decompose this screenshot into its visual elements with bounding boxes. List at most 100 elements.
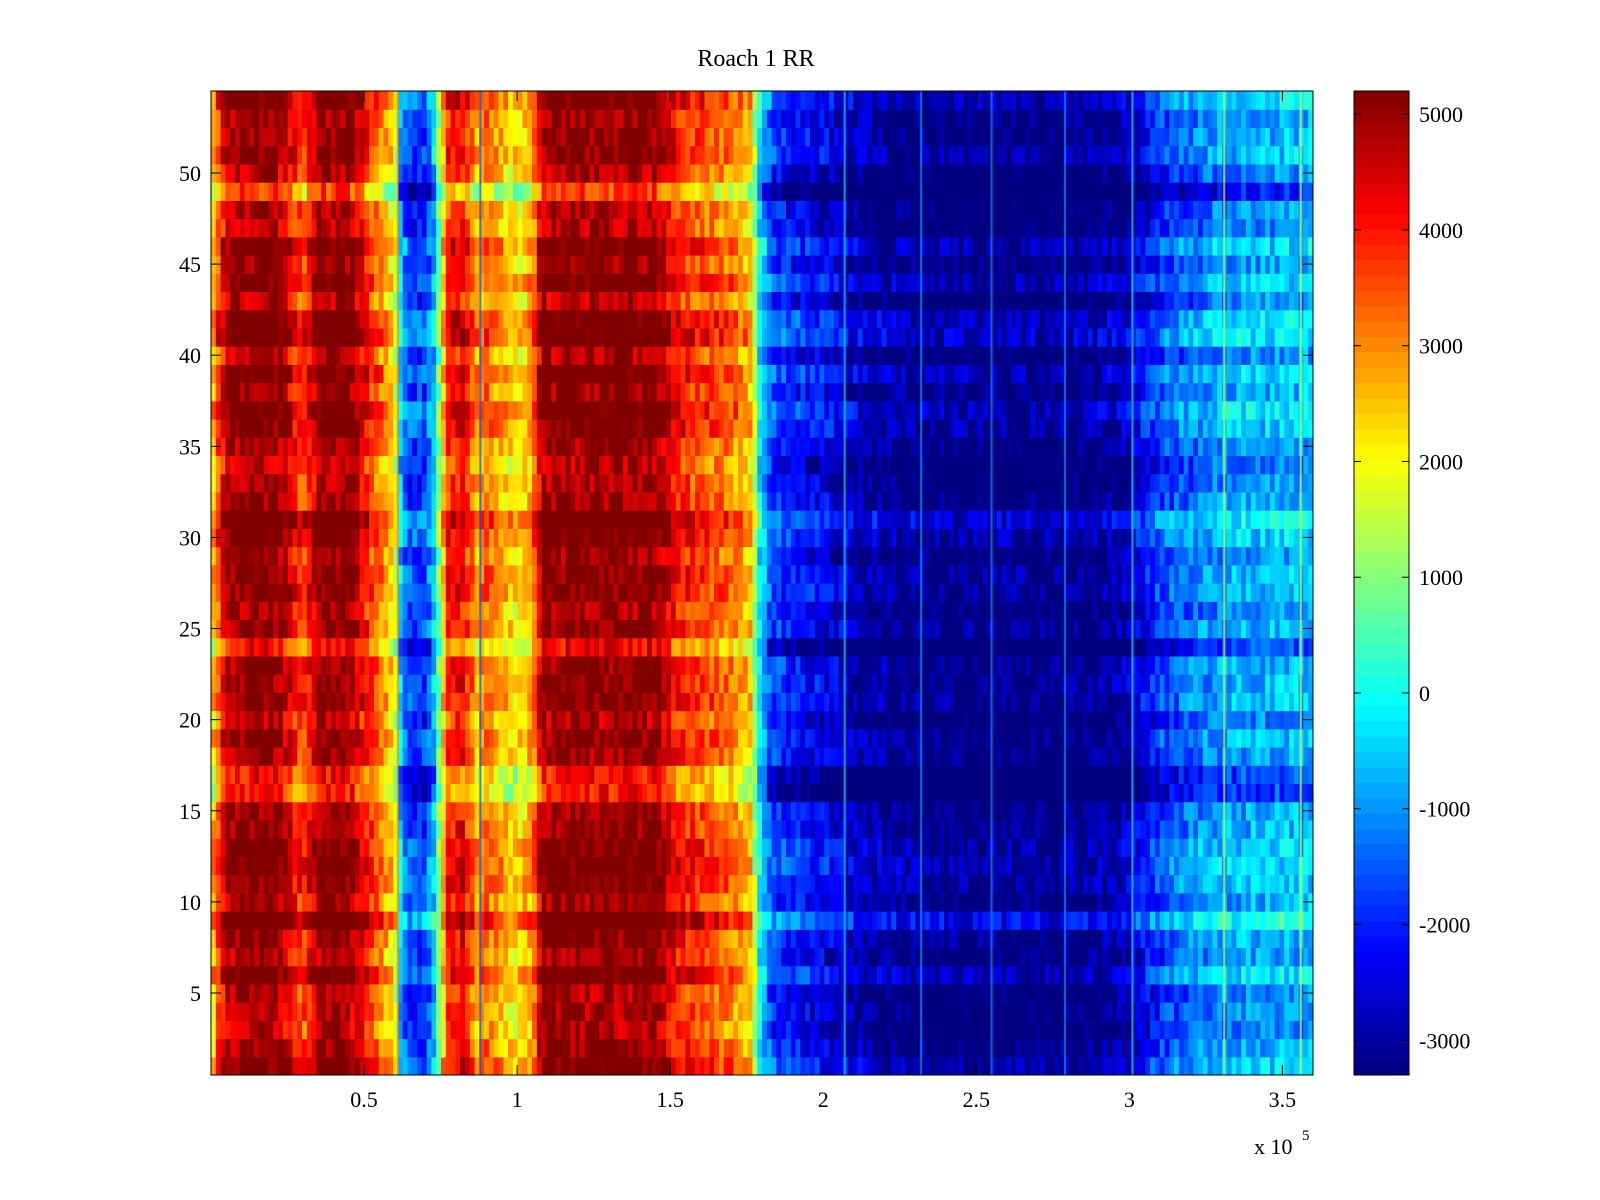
heatmap-cell — [1001, 728, 1007, 748]
heatmap-cell — [306, 674, 313, 693]
heatmap-cell — [709, 838, 715, 857]
heatmap-cell — [853, 783, 859, 803]
heatmap-cell — [230, 983, 236, 1003]
heatmap-cell — [407, 1038, 413, 1058]
heatmap-cell — [1255, 1056, 1261, 1075]
heatmap-cell — [637, 783, 643, 803]
heatmap-cell — [1260, 728, 1266, 748]
heatmap-cell — [508, 710, 514, 730]
heatmap-cell — [910, 783, 916, 803]
heatmap-cell — [1159, 692, 1166, 712]
heatmap-cell — [330, 856, 337, 876]
heatmap-cell — [498, 783, 504, 803]
heatmap-cell — [340, 911, 346, 930]
heatmap-cell — [1126, 747, 1132, 766]
heatmap-cell — [263, 911, 270, 930]
heatmap-cell — [1289, 947, 1295, 967]
heatmap-cell — [584, 819, 591, 839]
heatmap-cell — [814, 674, 821, 693]
heatmap-cell — [723, 801, 730, 821]
heatmap-cell — [450, 692, 456, 712]
heatmap-cell — [776, 674, 782, 693]
heatmap-cell — [656, 856, 662, 876]
heatmap-cell — [1274, 1002, 1281, 1021]
heatmap-cell — [273, 783, 279, 803]
heatmap-cell — [1001, 674, 1007, 693]
heatmap-cell — [412, 1020, 418, 1040]
heatmap-cell — [488, 747, 495, 766]
heatmap-cell — [599, 1002, 605, 1021]
heatmap-cell — [637, 838, 643, 857]
heatmap-cell — [522, 692, 528, 712]
heatmap-cell — [867, 819, 873, 839]
heatmap-cell — [263, 1038, 270, 1058]
heatmap-cell — [795, 947, 801, 967]
heatmap-cell — [920, 965, 926, 985]
heatmap-cell — [1073, 783, 1079, 803]
heatmap-cell — [742, 710, 749, 730]
heatmap-cell — [479, 1002, 485, 1021]
heatmap-cell — [694, 983, 701, 1003]
heatmap-cell — [771, 710, 777, 730]
heatmap-cell — [369, 674, 375, 693]
heatmap-cell — [642, 856, 648, 876]
heatmap-cell — [819, 692, 825, 712]
heatmap-cell — [436, 819, 442, 839]
heatmap-cell — [249, 965, 255, 985]
heatmap-cell — [1260, 692, 1266, 712]
heatmap-cell — [1140, 947, 1146, 967]
heatmap-cell — [738, 747, 744, 766]
heatmap-cell — [920, 856, 926, 876]
heatmap-cell — [790, 783, 797, 803]
heatmap-cell — [316, 692, 322, 712]
heatmap-cell — [522, 801, 528, 821]
heatmap-cell — [699, 819, 706, 839]
heatmap-cell — [1293, 747, 1300, 766]
heatmap-cell — [440, 692, 447, 712]
heatmap-cell — [555, 965, 562, 985]
heatmap-cell — [594, 783, 600, 803]
heatmap-cell — [1164, 819, 1170, 839]
heatmap-cell — [1030, 801, 1036, 821]
heatmap-cell — [785, 765, 792, 785]
heatmap-cell — [876, 747, 883, 766]
heatmap-cell — [699, 947, 706, 967]
heatmap-cell — [1202, 1020, 1209, 1040]
heatmap-cell — [484, 838, 490, 857]
heatmap-cell — [1035, 1056, 1041, 1075]
heatmap-cell — [613, 1056, 619, 1075]
heatmap-cell — [819, 674, 825, 693]
heatmap-cell — [1092, 911, 1098, 930]
heatmap-cell — [876, 1002, 883, 1021]
heatmap-cell — [565, 801, 571, 821]
heatmap-cell — [790, 674, 797, 693]
heatmap-cell — [958, 983, 964, 1003]
heatmap-cell — [656, 892, 662, 912]
heatmap-cell — [421, 674, 428, 693]
heatmap-cell — [369, 911, 375, 930]
heatmap-cell — [1274, 965, 1281, 985]
heatmap-cell — [680, 929, 686, 949]
heatmap-cell — [1169, 765, 1175, 785]
heatmap-cell — [857, 1038, 864, 1058]
heatmap-cell — [498, 1056, 504, 1075]
heatmap-cell — [412, 983, 418, 1003]
heatmap-cell — [1130, 1056, 1137, 1075]
heatmap-cell — [934, 965, 940, 985]
heatmap-cell — [1217, 692, 1223, 712]
heatmap-cell — [991, 710, 998, 730]
heatmap-cell — [215, 1056, 222, 1075]
heatmap-cell — [608, 983, 615, 1003]
heatmap-cell — [388, 838, 394, 857]
heatmap-cell — [503, 728, 509, 748]
heatmap-cell — [211, 674, 217, 693]
heatmap-cell — [709, 856, 715, 876]
heatmap-cell — [1231, 892, 1237, 912]
heatmap-cell — [766, 674, 773, 693]
heatmap-cell — [512, 728, 519, 748]
heatmap-cell — [891, 1020, 897, 1040]
heatmap-cell — [1207, 783, 1213, 803]
heatmap-cell — [1092, 1056, 1098, 1075]
heatmap-cell — [412, 838, 418, 857]
heatmap-cell — [728, 856, 734, 876]
